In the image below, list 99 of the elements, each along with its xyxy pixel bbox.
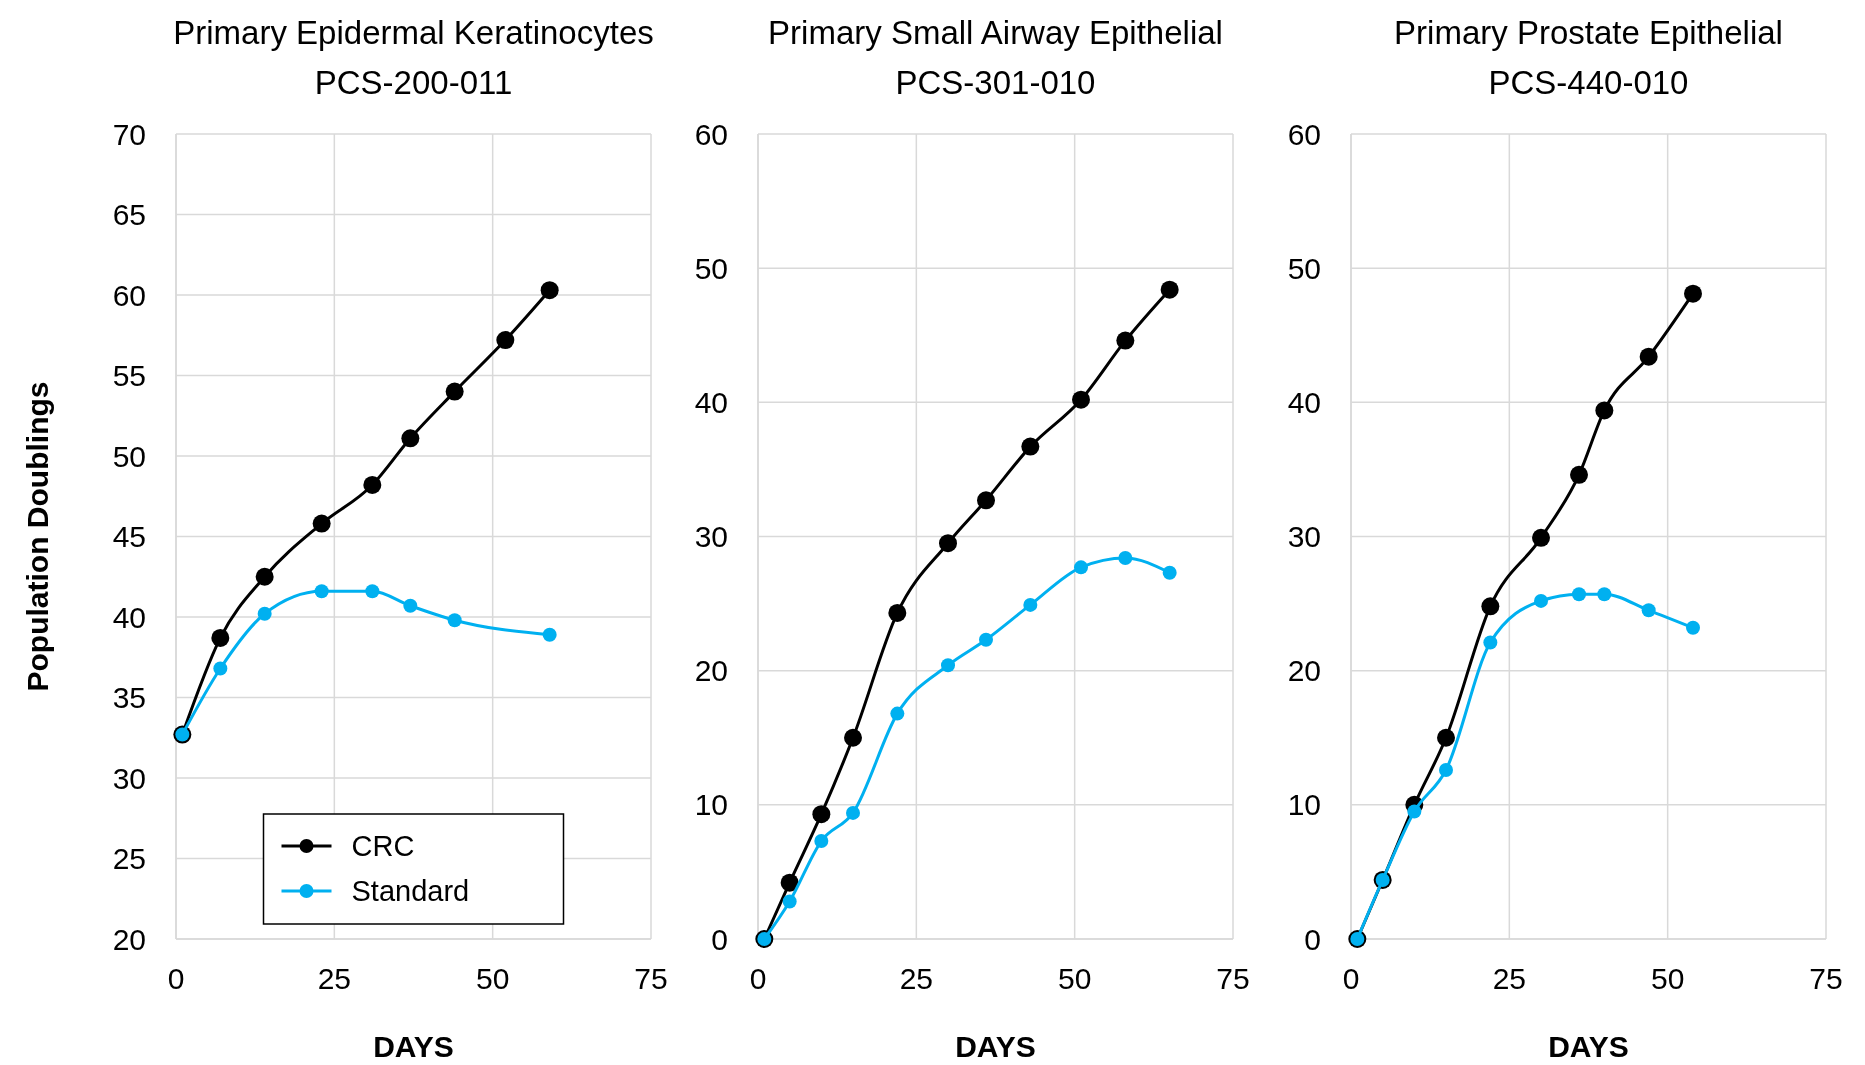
point — [1021, 437, 1040, 456]
y-tick-label: 70 — [112, 117, 146, 151]
point — [445, 382, 464, 401]
legend-label: CRC — [351, 830, 415, 863]
x-tick-label: 75 — [1216, 962, 1250, 995]
y-tick-label: 20 — [1287, 654, 1321, 688]
y-tick-label: 55 — [112, 359, 146, 392]
y-tick-label: 40 — [112, 600, 146, 634]
point — [1160, 280, 1179, 299]
point — [401, 429, 420, 448]
point — [1116, 331, 1135, 350]
point — [1686, 620, 1700, 635]
point — [1639, 347, 1658, 366]
point — [939, 534, 957, 553]
y-tick-label: 60 — [694, 117, 728, 151]
point — [213, 661, 228, 676]
y-tick-label: 60 — [1287, 117, 1321, 151]
point — [1641, 603, 1656, 618]
point — [542, 627, 557, 642]
y-axis-title: Population Doublings — [21, 381, 54, 692]
x-tick-label: 50 — [1057, 962, 1092, 995]
x-tick-label: 0 — [749, 962, 767, 995]
y-tick-label: 60 — [112, 278, 146, 312]
point — [1162, 565, 1177, 580]
y-tick-label: 35 — [112, 681, 146, 714]
point — [979, 632, 993, 647]
point — [1118, 550, 1133, 565]
x-tick-label: 75 — [1809, 962, 1843, 995]
chart-title: Primary Prostate Epithelial — [1394, 14, 1783, 51]
point — [496, 331, 515, 350]
point — [1597, 587, 1612, 602]
point — [447, 613, 462, 628]
x-axis-title: DAYS — [1548, 1030, 1629, 1063]
x-tick-label: 25 — [899, 962, 934, 995]
point — [1570, 465, 1588, 484]
point — [255, 567, 274, 586]
point — [403, 598, 418, 613]
y-tick-label: 20 — [112, 922, 146, 956]
chart-title: Primary Epidermal Keratinocytes — [173, 14, 654, 51]
x-tick-label: 50 — [475, 962, 510, 995]
chart-subtitle: PCS-440-010 — [1488, 64, 1689, 101]
y-tick-label: 40 — [1287, 385, 1321, 419]
y-tick-label: 40 — [694, 385, 728, 419]
point — [782, 894, 797, 909]
point — [314, 584, 329, 599]
point — [1572, 587, 1586, 602]
x-axis-title: DAYS — [373, 1030, 454, 1063]
y-tick-label: 65 — [112, 198, 146, 231]
point — [363, 475, 382, 494]
point — [812, 805, 831, 824]
y-tick-label: 10 — [1287, 788, 1321, 822]
y-tick-label: 30 — [1287, 520, 1321, 553]
point — [1072, 390, 1090, 409]
point — [1439, 762, 1453, 777]
point — [846, 805, 860, 820]
point — [211, 628, 230, 647]
legend-label: Standard — [351, 875, 470, 908]
point — [890, 706, 905, 721]
point — [312, 514, 331, 533]
point — [780, 873, 799, 892]
point — [1437, 728, 1455, 747]
x-tick-label: 50 — [1650, 962, 1685, 995]
point — [814, 834, 829, 849]
y-tick-label: 10 — [694, 788, 728, 822]
y-tick-label: 50 — [112, 439, 146, 473]
point — [977, 491, 995, 510]
chart-subtitle: PCS-200-011 — [314, 64, 513, 101]
x-tick-label: 25 — [1492, 962, 1527, 995]
point — [540, 281, 559, 300]
y-tick-label: 0 — [1304, 922, 1321, 956]
point — [1407, 804, 1422, 819]
point — [1532, 528, 1550, 547]
x-axis-title: DAYS — [955, 1030, 1036, 1063]
point — [1595, 401, 1614, 420]
y-tick-label: 25 — [112, 842, 146, 875]
point — [888, 603, 907, 622]
chart-subtitle: PCS-301-010 — [895, 64, 1096, 101]
point — [257, 606, 272, 621]
point — [365, 584, 380, 599]
point — [844, 728, 862, 747]
y-tick-label: 20 — [694, 654, 728, 688]
x-tick-label: 25 — [317, 962, 352, 995]
point — [1483, 635, 1498, 650]
point — [1023, 597, 1038, 612]
y-tick-label: 50 — [1287, 251, 1321, 285]
chart-title: Primary Small Airway Epithelial — [768, 14, 1223, 51]
x-tick-label: 75 — [634, 962, 668, 995]
y-tick-label: 30 — [694, 520, 728, 553]
point — [1534, 593, 1548, 608]
y-tick-label: 45 — [112, 520, 146, 553]
point — [1074, 560, 1088, 575]
point — [1481, 597, 1500, 616]
x-tick-label: 0 — [167, 962, 185, 995]
point — [941, 658, 955, 673]
x-tick-label: 0 — [1342, 962, 1360, 995]
point — [1684, 284, 1702, 303]
y-tick-label: 50 — [694, 251, 728, 285]
y-tick-label: 30 — [112, 761, 146, 795]
y-tick-label: 0 — [711, 922, 728, 956]
